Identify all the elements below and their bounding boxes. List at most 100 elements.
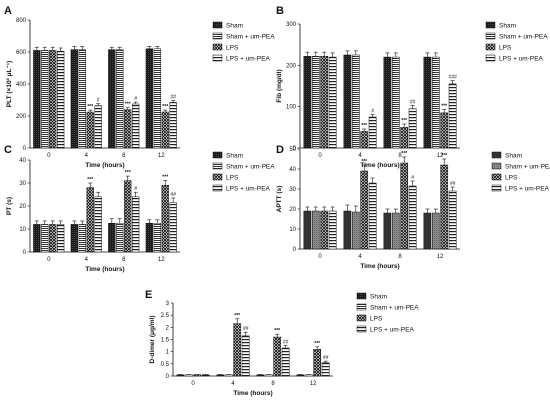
significance-label: *** (441, 153, 447, 159)
bar-sham (33, 50, 41, 149)
bar-lps (49, 50, 57, 149)
legend-label: Sham + um-PEA (226, 163, 275, 170)
bar-sham (70, 224, 78, 253)
x-axis-label: Time (hours) (85, 266, 124, 273)
bar-lps (400, 127, 409, 149)
y-tick-label: 40 (289, 167, 296, 173)
bar-lps-um-pea (328, 210, 337, 250)
significance-label: *** (401, 118, 407, 124)
panel-letter: C (4, 144, 12, 156)
bar-lps-um-pea (448, 83, 457, 149)
bar-lps-um-pea (169, 202, 177, 253)
legend-label: LPS + um-PEA (505, 185, 550, 192)
bar-sham-um-pea (391, 212, 400, 250)
legend-label: Sham (370, 293, 387, 300)
bar-lps (49, 224, 57, 253)
significance-label: *** (234, 313, 240, 319)
significance-label: *** (125, 102, 131, 108)
legend-swatch (212, 32, 223, 40)
significance-label: ## (450, 181, 456, 187)
y-tick-label: 20 (289, 207, 296, 213)
x-tick-label: 4 (358, 153, 362, 159)
legend-swatch (212, 173, 223, 181)
significance-label: # (97, 98, 100, 104)
y-tick-label: 30 (19, 181, 26, 187)
bar-sham (343, 54, 352, 149)
bar-lps-um-pea (132, 196, 140, 253)
y-axis-label: PLT (×10³ μL⁻¹) (6, 61, 13, 107)
bar-sham (303, 55, 312, 149)
significance-label: # (134, 186, 137, 192)
bar-lps-um-pea (201, 374, 210, 377)
significance-label: *** (361, 159, 367, 165)
legend-swatch (212, 151, 223, 159)
legend-label: LPS (226, 174, 239, 181)
bar-lps-um-pea (132, 103, 140, 149)
legend-swatch (356, 303, 367, 311)
legend-swatch (485, 54, 496, 62)
x-axis-label: Time (hours) (85, 162, 124, 169)
legend-swatch (356, 325, 367, 333)
bar-lps (360, 131, 369, 149)
y-tick-label: 200 (286, 63, 297, 69)
bar-sham-um-pea (41, 50, 49, 149)
legend-swatch (356, 314, 367, 322)
bar-lps-um-pea (368, 182, 377, 250)
significance-label: ## (410, 99, 416, 105)
bar-sham (383, 56, 392, 149)
bar-sham-um-pea (264, 374, 273, 377)
y-tick-label: 0 (293, 146, 297, 152)
bar-sham (383, 212, 392, 250)
legend-swatch (491, 173, 502, 181)
bar-sham-um-pea (311, 55, 320, 149)
y-tick-label: 0 (23, 250, 27, 256)
bar-lps (360, 170, 369, 250)
bar-lps (273, 336, 282, 377)
x-tick-label: 0 (318, 153, 322, 159)
legend-label: LPS + um-PEA (226, 55, 271, 62)
bar-sham-um-pea (153, 48, 161, 149)
bar-sham-um-pea (78, 224, 86, 253)
legend-label: Sham (505, 152, 522, 159)
legend-label: LPS + um-PEA (226, 185, 271, 192)
bar-lps-um-pea (169, 102, 177, 149)
bar-lps-um-pea (321, 362, 330, 377)
y-tick-label: 30 (289, 187, 296, 193)
significance-label: ## (170, 192, 176, 198)
y-axis-label: Fib (mg/dl) (276, 69, 283, 102)
bar-sham-um-pea (116, 223, 124, 253)
bar-sham-um-pea (304, 374, 313, 377)
bar-lps (320, 210, 329, 250)
bar-lps (161, 185, 169, 253)
legend-label: Sham + um-PEA (370, 304, 419, 311)
x-axis-label: Time (hours) (360, 263, 399, 270)
significance-label: *** (87, 104, 93, 110)
legend-swatch (212, 54, 223, 62)
legend-label: LPS + um-PEA (499, 55, 544, 62)
significance-label: # (371, 109, 374, 115)
bar-lps (440, 164, 449, 250)
bar-sham-um-pea (116, 49, 124, 149)
legend-swatch (212, 43, 223, 51)
bar-lps (320, 55, 329, 149)
legend-swatch (485, 32, 496, 40)
y-tick-label: 0 (23, 146, 27, 152)
bar-lps (86, 111, 94, 149)
legend-swatch (212, 162, 223, 170)
significance-label: *** (274, 328, 280, 334)
significance-label: *** (87, 177, 93, 183)
significance-label: ## (283, 340, 289, 346)
x-tick-label: 8 (122, 153, 126, 159)
legend-swatch (356, 292, 367, 300)
significance-label: *** (441, 104, 447, 110)
bar-lps-um-pea (57, 50, 65, 149)
y-tick-label: 10 (289, 227, 296, 233)
bar-lps (124, 109, 132, 149)
x-tick-label: 12 (158, 257, 165, 263)
significance-label: *** (125, 170, 131, 176)
legend-label: Sham (499, 22, 516, 29)
bar-sham (145, 48, 153, 149)
bar-sham-um-pea (184, 374, 193, 377)
y-tick-label: 1.5 (161, 338, 170, 344)
bar-sham-um-pea (153, 223, 161, 253)
